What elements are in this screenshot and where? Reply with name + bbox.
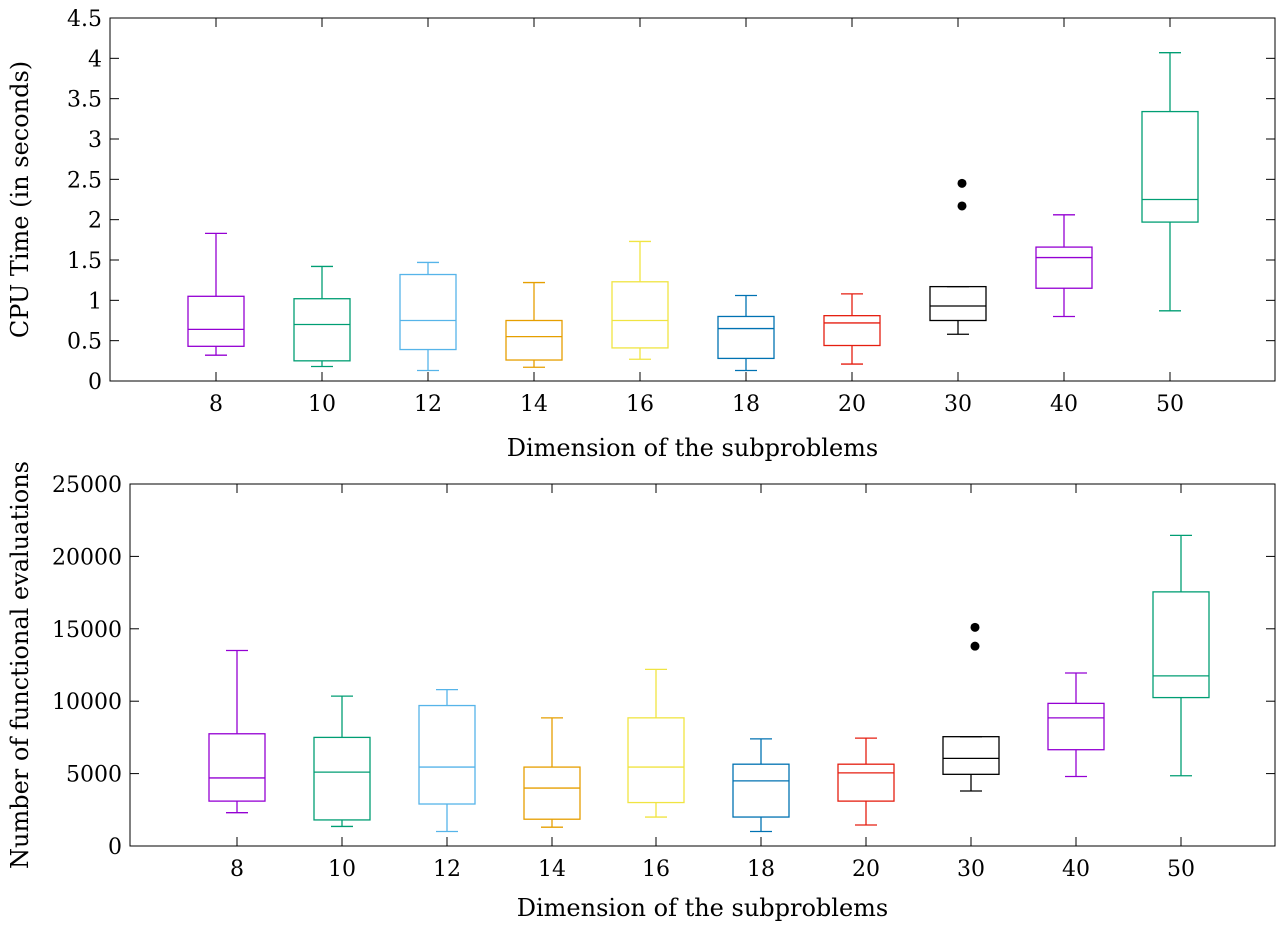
box-20: [837, 737, 895, 826]
iqr-box: [627, 717, 685, 804]
x-tick-label: 20: [852, 857, 880, 882]
iqr-box: [1047, 702, 1105, 751]
iqr-box: [611, 281, 669, 349]
iqr-box: [523, 766, 581, 820]
x-tick-label: 12: [414, 392, 442, 417]
y-tick-label: 1: [88, 289, 102, 314]
box-8: [187, 232, 245, 356]
y-tick-label: 25000: [52, 473, 122, 498]
y-tick-label: 0: [88, 370, 102, 395]
plot-frame: [109, 17, 1276, 382]
y-tick-label: 10000: [52, 690, 122, 715]
x-tick-label: 8: [230, 857, 244, 882]
x-tick-label: 50: [1167, 857, 1195, 882]
iqr-box: [1035, 246, 1093, 289]
box-14: [523, 717, 581, 828]
x-tick-label: 16: [642, 857, 670, 882]
chart-panel-1: 0 0.5 1 1.5 2 2.5 3 3.5 4 4.5 8 10 12 14 16 18 20 30 40 50 D…: [6, 7, 1276, 462]
x-tick-label: 20: [838, 392, 866, 417]
x-tick-label: 30: [957, 857, 985, 882]
x-tick-label: 18: [732, 392, 760, 417]
x-tick-label: 40: [1050, 392, 1078, 417]
x-tick-label: 14: [538, 857, 566, 882]
y-tick-label: 2.5: [67, 168, 102, 193]
y-tick-label: 1.5: [67, 249, 102, 274]
box-30: [929, 178, 987, 335]
x-tick-label: 8: [209, 392, 223, 417]
box-40: [1047, 672, 1105, 778]
box-50: [1141, 52, 1199, 312]
box-10: [313, 695, 371, 828]
box-10: [293, 265, 351, 368]
y-axis-title: Number of functional evaluations: [6, 461, 34, 869]
box-14: [505, 281, 563, 368]
y-tick-label: 20000: [52, 545, 122, 570]
x-tick-label: 40: [1062, 857, 1090, 882]
x-tick-label: 50: [1156, 392, 1184, 417]
box-50: [1152, 534, 1210, 777]
plot-frame: [129, 483, 1276, 847]
y-tick-label: 4.5: [67, 7, 102, 32]
y-tick-label: 15000: [52, 618, 122, 643]
box-20: [823, 293, 881, 365]
y-tick-label: 2: [88, 209, 102, 234]
x-tick-label: 18: [747, 857, 775, 882]
x-tick-label: 16: [626, 392, 654, 417]
box-12: [399, 261, 457, 372]
iqr-box: [1141, 110, 1199, 223]
y-tick-label: 3.5: [67, 88, 102, 113]
iqr-box: [717, 315, 775, 360]
outlier-point: [957, 178, 967, 188]
iqr-box: [399, 273, 457, 351]
y-tick-label: 4: [88, 47, 102, 72]
x-tick-label: 10: [328, 857, 356, 882]
y-tick-label: 0.5: [67, 330, 102, 355]
iqr-box: [1152, 591, 1210, 699]
iqr-box: [505, 319, 563, 361]
iqr-box: [942, 736, 1000, 775]
box-40: [1035, 214, 1093, 318]
chart-panel-2: 0 5000 10000 15000 20000 25000 8 10 12 14 16 18 20 30…: [6, 461, 1276, 922]
outlier-point: [957, 201, 967, 211]
y-tick-label: 5000: [66, 763, 122, 788]
iqr-box: [187, 295, 245, 347]
box-16: [611, 240, 669, 360]
iqr-box: [293, 298, 351, 362]
iqr-box: [313, 736, 371, 821]
outlier-point: [970, 641, 980, 651]
y-tick-label: 3: [88, 128, 102, 153]
box-18: [732, 738, 790, 833]
y-axis-title: CPU Time (in seconds): [6, 61, 34, 338]
y-tick-label: 0: [108, 835, 122, 860]
box-30: [942, 622, 1000, 792]
x-axis-title: Dimension of the subproblems: [517, 894, 889, 922]
iqr-box: [208, 733, 266, 802]
box-12: [418, 688, 476, 833]
box-16: [627, 668, 685, 818]
iqr-box: [732, 763, 790, 818]
box-18: [717, 294, 775, 372]
iqr-box: [837, 763, 895, 802]
x-axis-title: Dimension of the subproblems: [507, 434, 879, 462]
x-tick-label: 12: [433, 857, 461, 882]
x-tick-label: 30: [944, 392, 972, 417]
x-tick-label: 14: [520, 392, 548, 417]
iqr-box: [823, 315, 881, 347]
box-8: [208, 649, 266, 814]
outlier-point: [970, 622, 980, 632]
iqr-box: [418, 704, 476, 805]
iqr-box: [929, 285, 987, 322]
x-tick-label: 10: [308, 392, 336, 417]
